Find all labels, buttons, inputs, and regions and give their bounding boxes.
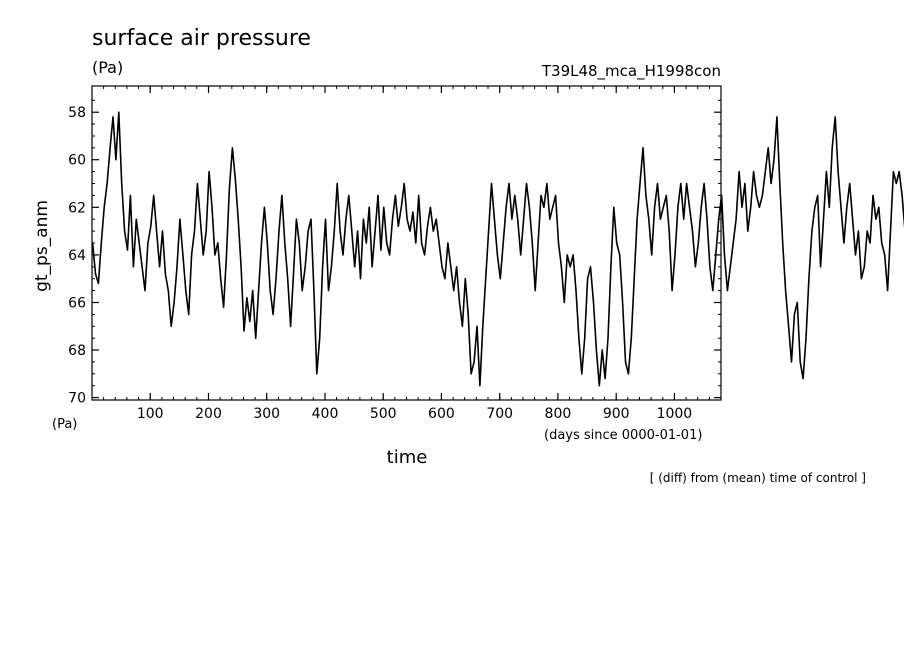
x-axis-label: time: [387, 447, 428, 468]
x-tick-label: 200: [195, 406, 222, 422]
y-axis-units: (Pa): [52, 417, 77, 432]
y-axis-label: gt_ps_anm: [32, 200, 52, 292]
y-tick-label: 60: [68, 153, 86, 169]
y-tick-label: 64: [68, 248, 86, 264]
series-line: [91, 111, 904, 387]
x-tick-label: 500: [370, 406, 397, 422]
y-tick-label: 58: [68, 105, 86, 121]
y-tick-label: 68: [68, 343, 86, 359]
x-tick-label: 800: [545, 406, 572, 422]
x-tick-label: 600: [428, 406, 455, 422]
chart-note: [ (diff) from (mean) time of control ]: [650, 471, 866, 485]
x-tick-label: 900: [603, 406, 630, 422]
chart-units: (Pa): [92, 58, 123, 77]
plot-frame: [91, 85, 722, 401]
x-tick-label: 700: [486, 406, 513, 422]
y-tick-label: 62: [68, 200, 86, 216]
x-tick-label: 100: [137, 406, 164, 422]
experiment-label: T39L48_mca_H1998con: [541, 62, 721, 81]
chart-title: surface air pressure: [92, 26, 311, 51]
x-tick-label: 1000: [657, 406, 693, 422]
plot-area: 100 200 300 400 500 600 700 800 900 1000 58 60 62 64 6…: [68, 85, 904, 422]
y-tick-label: 66: [68, 296, 86, 312]
x-axis-units: (days since 0000-01-01): [544, 428, 702, 443]
x-tick-label: 400: [312, 406, 339, 422]
x-tick-label: 300: [253, 406, 280, 422]
y-tick-label: 70: [68, 391, 86, 407]
